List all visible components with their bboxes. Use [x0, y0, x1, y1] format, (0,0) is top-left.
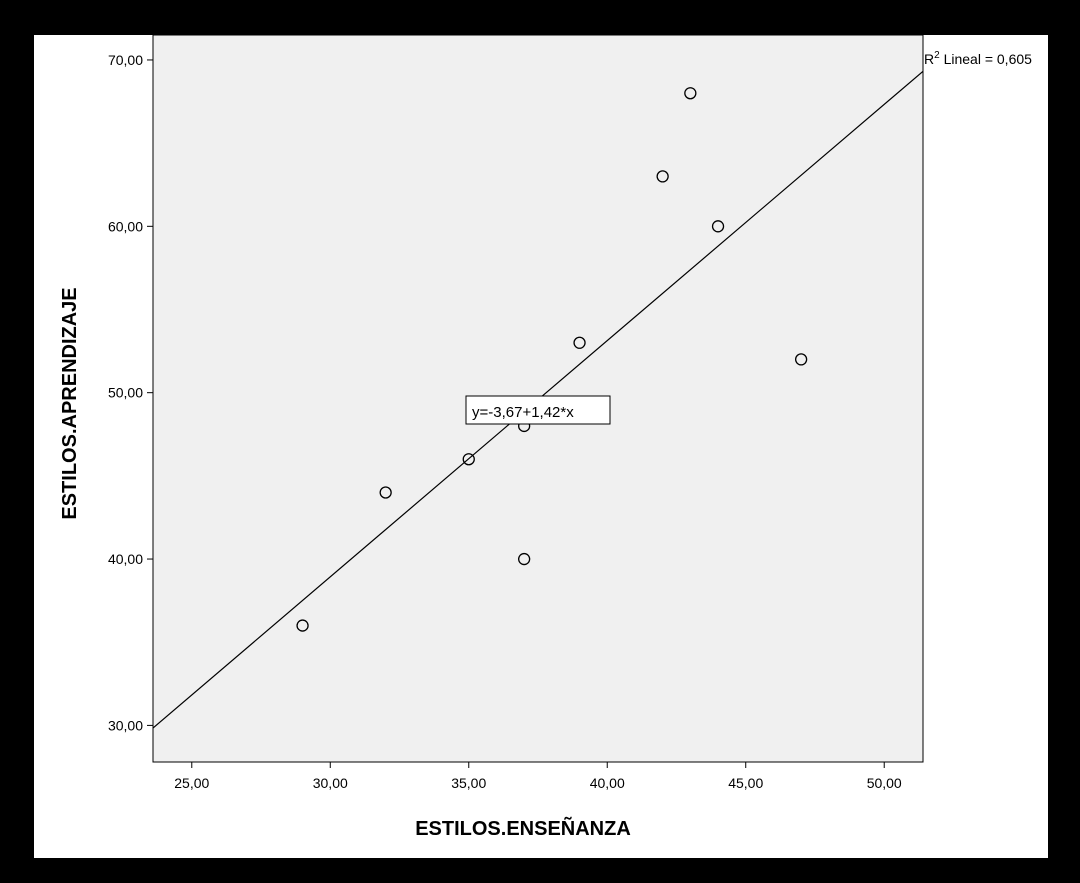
data-point: [518, 552, 531, 566]
chart-canvas: 25,00 30,00 35,00 40,00 45,00 50,00 30,00 40,0…: [34, 35, 1048, 858]
r-squared-label: R2 Lineal = 0,605: [924, 50, 1032, 67]
r-squared-superscript: 2: [934, 50, 940, 61]
x-tick-label: 35,00: [451, 775, 486, 791]
equation-label-box: y=-3,67+1,42*x: [465, 395, 611, 425]
x-tick-label: 45,00: [728, 775, 763, 791]
y-tick-label: 40,00: [108, 551, 143, 567]
data-point: [296, 619, 309, 632]
r-squared-value: Lineal = 0,605: [940, 51, 1032, 67]
data-point: [462, 453, 475, 466]
y-tick-label: 30,00: [108, 717, 143, 733]
x-axis-title: ESTILOS.ENSEÑANZA: [415, 817, 631, 840]
data-point: [379, 486, 392, 499]
y-tick-label: 60,00: [108, 218, 143, 234]
x-tick-label: 25,00: [174, 775, 209, 791]
x-tick-label: 40,00: [590, 775, 625, 791]
data-point: [656, 170, 669, 183]
x-tick-label: 50,00: [867, 775, 902, 791]
scatter-chart: 25,00 30,00 35,00 40,00 45,00 50,00 30,00 40,0…: [59, 35, 1032, 840]
r-squared-prefix: R: [924, 51, 934, 67]
data-point: [573, 336, 586, 349]
y-tick-label: 70,00: [108, 52, 143, 68]
data-point: [684, 87, 697, 100]
data-point: [794, 353, 808, 366]
y-tick-label: 50,00: [108, 385, 143, 401]
x-tick-label: 30,00: [313, 775, 348, 791]
equation-label: y=-3,67+1,42*x: [472, 404, 574, 421]
y-axis-title: ESTILOS.APRENDIZAJE: [59, 287, 81, 519]
data-point: [711, 220, 725, 233]
